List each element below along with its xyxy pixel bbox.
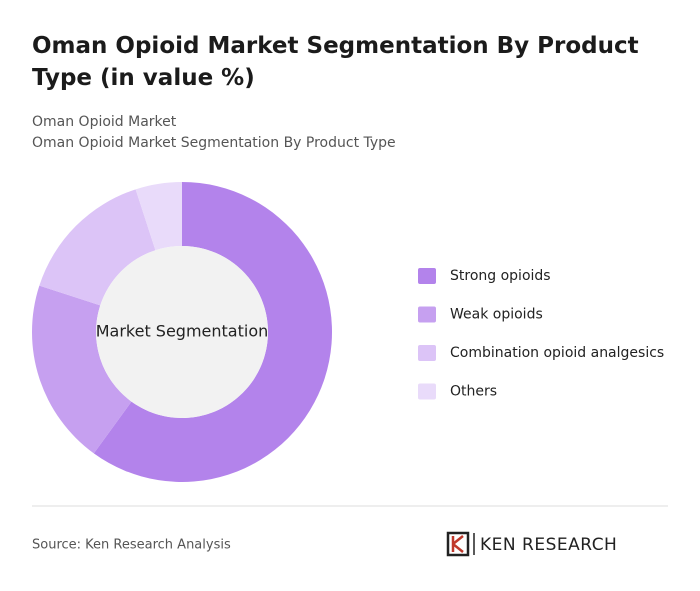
logo: [446, 531, 475, 557]
center-label: Market Segmentation: [96, 322, 269, 341]
legend-swatch: [418, 268, 436, 284]
source: Source: Ken Research Analysis: [32, 538, 231, 553]
chart-title: Oman Opioid Market Segmentation By Produ…: [32, 33, 639, 91]
legend-label: Combination opioid analgesics: [450, 345, 664, 361]
legend-label: Others: [450, 384, 497, 400]
legend-swatch: [418, 306, 436, 323]
legend-swatch: [418, 383, 436, 400]
subtitle: Oman Opioid Market Segmentation By Produ…: [32, 135, 396, 151]
legend-label: Weak opioids: [450, 307, 543, 323]
donut-slice: [93, 182, 332, 482]
donut-slice: [39, 189, 156, 306]
breadcrumb: Oman Opioid Market: [32, 114, 177, 130]
legend-label: Strong opioids: [450, 268, 551, 284]
donut-slice: [135, 182, 182, 251]
brand: KEN RESEARCH: [480, 535, 617, 555]
donut-hole: [96, 246, 268, 418]
donut-slice: [32, 285, 132, 454]
legend-swatch: [418, 345, 436, 361]
